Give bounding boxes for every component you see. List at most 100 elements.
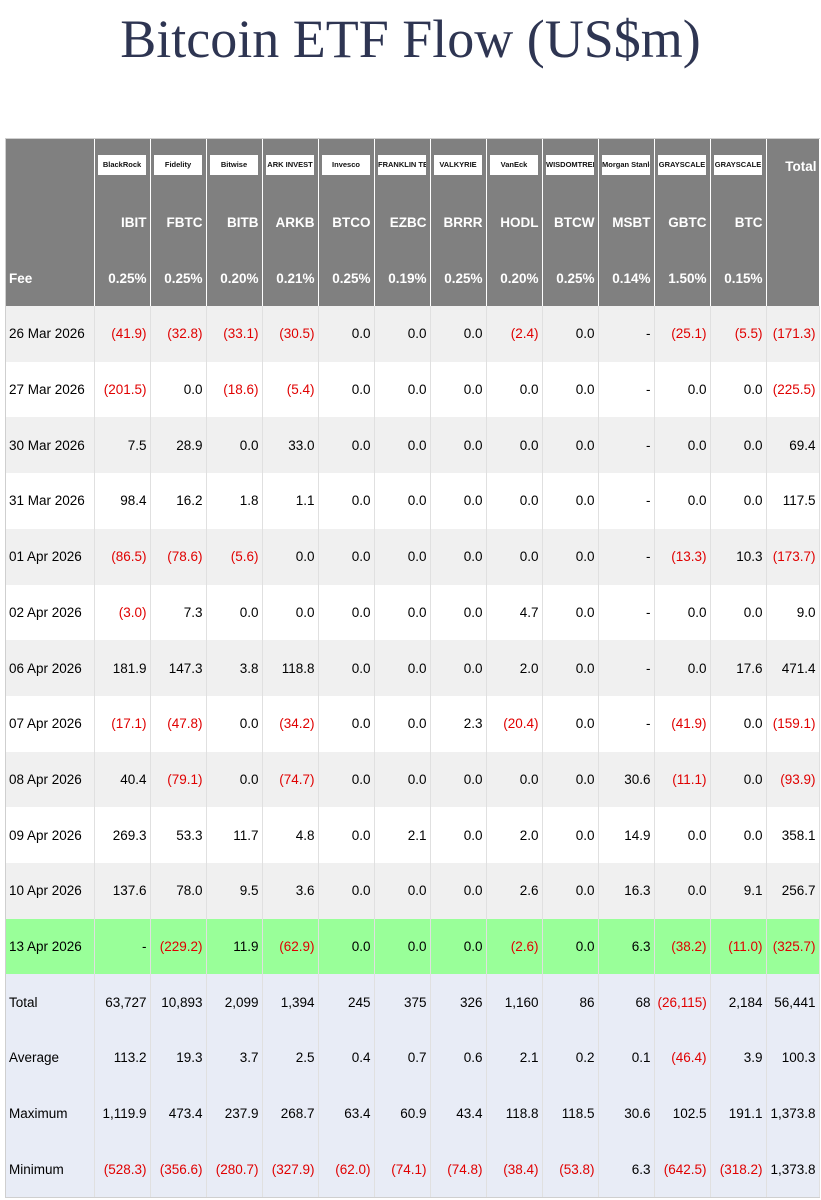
cell: (5.5) [710, 306, 767, 362]
cell: 0.0 [206, 751, 263, 808]
cell: 2,099 [206, 974, 263, 1030]
cell: (79.1) [150, 751, 207, 808]
cell: 0.0 [430, 640, 487, 696]
cell: 0.0 [318, 528, 375, 585]
cell: 0.6 [430, 1030, 487, 1086]
cell: 0.0 [430, 528, 487, 585]
issuer-logo: FRANKLIN TEMPLETON [378, 155, 426, 176]
cell: 0.0 [318, 306, 375, 362]
cell: 1,160 [486, 974, 543, 1030]
cell: (11.1) [654, 751, 711, 808]
table-header: BlackRock Fidelity Bitwise ARK INVEST Invesc… [6, 139, 820, 307]
cell: 0.0 [710, 361, 767, 418]
issuer-logo: Invesco [322, 155, 370, 176]
cell: - [598, 306, 655, 362]
ticker: HODL [486, 194, 543, 251]
row-label: 30 Mar 2026 [6, 417, 95, 474]
logo-cell: BlackRock [94, 139, 151, 195]
cell: 0.0 [374, 640, 431, 696]
issuer-logo: VanEck [490, 155, 538, 176]
cell: 98.4 [94, 473, 151, 529]
empty-cell [766, 194, 820, 251]
cell: 0.0 [542, 918, 599, 975]
fee: 0.14% [598, 250, 655, 307]
cell: 33.0 [262, 417, 319, 474]
cell: (356.6) [150, 1141, 207, 1198]
cell: (34.2) [262, 695, 319, 752]
cell: 268.7 [262, 1085, 319, 1142]
cell: 2.6 [486, 862, 543, 919]
cell: 0.0 [430, 807, 487, 863]
cell: 0.0 [374, 528, 431, 585]
row-label: Average [6, 1030, 95, 1086]
cell: 0.1 [598, 1030, 655, 1086]
cell: 2.1 [486, 1030, 543, 1086]
issuer-logo: GRAYSCALE [658, 155, 706, 176]
day-row: 06 Apr 2026 181.9 147.3 3.8 118.8 0.0 0.0 0.0 2.… [6, 640, 820, 696]
cell: (53.8) [542, 1141, 599, 1198]
cell: (47.8) [150, 695, 207, 752]
row-label: 27 Mar 2026 [6, 361, 95, 418]
cell: 86 [542, 974, 599, 1030]
row-label: 09 Apr 2026 [6, 807, 95, 863]
cell: - [598, 640, 655, 696]
ticker: MSBT [598, 194, 655, 251]
fee: 0.25% [542, 250, 599, 307]
day-row: 13 Apr 2026- (229.2) 11.9 (62.9) 0.0 0.0 0.0 (2… [6, 918, 820, 975]
cell: 0.0 [430, 918, 487, 975]
day-row: 02 Apr 2026 (3.0) 7.3 0.0 0.0 0.0 0.0 0.0 4.7 0.0… [6, 584, 820, 641]
cell: 0.0 [710, 473, 767, 529]
cell: 237.9 [206, 1085, 263, 1142]
summary-row: Total 63,727 10,893 2,099 1,394 245 375 326 1,16… [6, 974, 820, 1030]
cell: 3.8 [206, 640, 263, 696]
cell: 0.0 [374, 361, 431, 418]
cell: 118.8 [262, 640, 319, 696]
cell: 68 [598, 974, 655, 1030]
row-label: 31 Mar 2026 [6, 473, 95, 529]
cell: 0.0 [318, 807, 375, 863]
cell: 63.4 [318, 1085, 375, 1142]
cell: 0.0 [430, 751, 487, 808]
cell: 14.9 [598, 807, 655, 863]
cell: 40.4 [94, 751, 151, 808]
cell: 2.5 [262, 1030, 319, 1086]
cell: - [598, 361, 655, 418]
cell: 147.3 [150, 640, 207, 696]
cell: 0.0 [542, 807, 599, 863]
day-row: 08 Apr 2026 40.4 (79.1) 0.0 (74.7) 0.0 0.0 0.0 0… [6, 751, 820, 808]
cell: 326 [430, 974, 487, 1030]
cell: 113.2 [94, 1030, 151, 1086]
ticker-row: IBIT FBTC BITB ARKB BTCO EZBC BRRR HODL BTCW MSBT… [6, 194, 820, 251]
cell: (173.7) [766, 528, 820, 585]
cell: (38.2) [654, 918, 711, 975]
cell: 63,727 [94, 974, 151, 1030]
cell: 0.0 [374, 862, 431, 919]
cell: (528.3) [94, 1141, 151, 1198]
cell: 0.0 [542, 417, 599, 474]
cell: 0.0 [654, 417, 711, 474]
summary-row: Minimum (528.3) (356.6) (280.7) (327.9) (62.0… [6, 1141, 820, 1198]
ticker: GBTC [654, 194, 711, 251]
cell: 0.0 [150, 361, 207, 418]
ticker: FBTC [150, 194, 207, 251]
daily-rows: 26 Mar 2026 (41.9) (32.8) (33.1) (30.5) 0.0 0.… [6, 306, 820, 975]
cell: (225.5) [766, 361, 820, 418]
cell: 10,893 [150, 974, 207, 1030]
cell: 56,441 [766, 974, 820, 1030]
cell: (13.3) [654, 528, 711, 585]
cell: 0.2 [542, 1030, 599, 1086]
cell: 0.0 [542, 640, 599, 696]
cell: 0.0 [318, 751, 375, 808]
fee: 0.25% [430, 250, 487, 307]
cell: 471.4 [766, 640, 820, 696]
cell: 256.7 [766, 862, 820, 919]
cell: 0.0 [710, 807, 767, 863]
cell: 7.3 [150, 584, 207, 641]
cell: (3.0) [94, 584, 151, 641]
row-label: 07 Apr 2026 [6, 695, 95, 752]
cell: 0.0 [486, 751, 543, 808]
cell: 10.3 [710, 528, 767, 585]
ticker: IBIT [94, 194, 151, 251]
ticker: BTCO [318, 194, 375, 251]
